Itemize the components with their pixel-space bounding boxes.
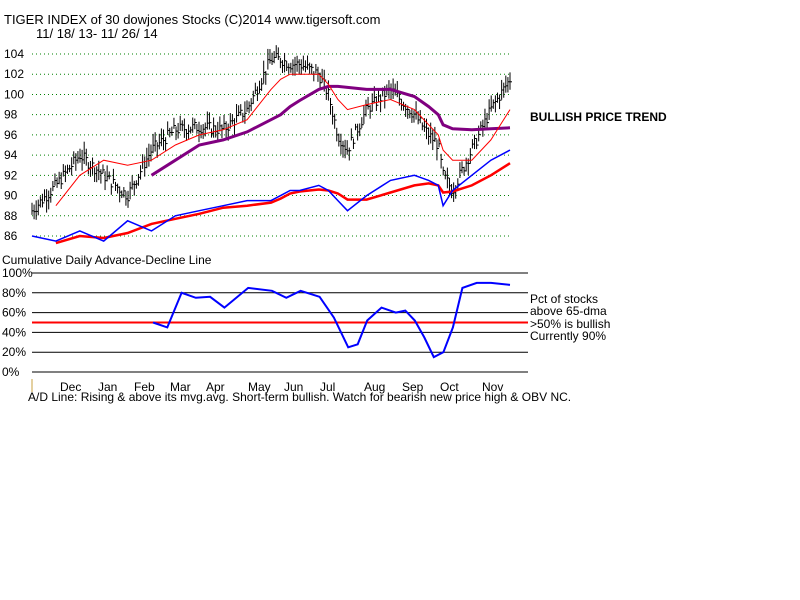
ad-line-label: Cumulative Daily Advance-Decline Line bbox=[2, 253, 212, 267]
pct-y-tick-label: 100% bbox=[2, 266, 33, 280]
pct-above-65dma-line bbox=[152, 281, 511, 359]
pct-y-tick-label: 0% bbox=[2, 365, 20, 379]
ad-line-moving-average bbox=[55, 162, 511, 245]
chart-title: TIGER INDEX of 30 dowjones Stocks (C)201… bbox=[4, 12, 380, 27]
pct-y-ticks: 0% 20% 40% 60% 80% 100% bbox=[2, 266, 33, 379]
pct-y-tick-label: 80% bbox=[2, 286, 26, 300]
advance-decline-line bbox=[31, 149, 511, 242]
month-tick-label: Aug bbox=[364, 380, 385, 394]
date-range: 11/ 18/ 13- 11/ 26/ 14 bbox=[36, 26, 158, 41]
month-tick-label: Sep bbox=[402, 380, 424, 394]
month-tick-label: May bbox=[248, 380, 271, 394]
footer-note: A/D Line: Rising & above its mvg.avg. Sh… bbox=[28, 390, 571, 404]
price-y-ticks: 86 88 90 92 94 96 98 100 102 104 bbox=[4, 47, 24, 243]
pct-note-line-2: above 65-dma bbox=[530, 304, 607, 318]
price-y-tick-label: 90 bbox=[4, 189, 18, 203]
price-y-tick-label: 96 bbox=[4, 128, 18, 142]
pct-note-line-3: >50% is bullish bbox=[530, 317, 610, 331]
month-tick-label: Nov bbox=[482, 380, 503, 394]
pct-note-line-1: Pct of stocks bbox=[530, 292, 598, 306]
price-y-tick-label: 94 bbox=[4, 148, 18, 162]
price-lines bbox=[31, 73, 511, 245]
month-tick-label: Oct bbox=[440, 380, 459, 394]
pct-lines bbox=[152, 281, 511, 359]
price-y-tick-label: 100 bbox=[4, 87, 24, 101]
price-y-tick-label: 86 bbox=[4, 229, 18, 243]
month-tick-label: Mar bbox=[170, 380, 191, 394]
month-ticks: Dec Jan Feb Mar Apr May Jun Jul Aug Sep Oct Nov bbox=[31, 379, 503, 394]
month-tick-label: Jan bbox=[98, 380, 117, 394]
month-tick-label: Feb bbox=[134, 380, 155, 394]
price-y-tick-label: 88 bbox=[4, 209, 18, 223]
pct-y-tick-label: 20% bbox=[2, 345, 26, 359]
price-y-tick-label: 102 bbox=[4, 67, 24, 81]
short-moving-average-line bbox=[55, 73, 511, 207]
month-tick-label: Jun bbox=[284, 380, 303, 394]
pct-y-tick-label: 60% bbox=[2, 306, 26, 320]
pct-grid bbox=[32, 272, 528, 373]
price-bars bbox=[31, 45, 512, 220]
pct-y-tick-label: 40% bbox=[2, 325, 26, 339]
month-tick-label: Jul bbox=[320, 380, 335, 394]
price-y-tick-label: 104 bbox=[4, 47, 24, 61]
month-tick-label: Dec bbox=[60, 380, 81, 394]
bullish-trend-label: BULLISH PRICE TREND bbox=[530, 110, 667, 124]
price-y-tick-label: 98 bbox=[4, 108, 18, 122]
price-y-tick-label: 92 bbox=[4, 168, 18, 182]
month-tick-label: Apr bbox=[206, 380, 225, 394]
long-moving-average-line bbox=[150, 84, 511, 177]
pct-note-line-4: Currently 90% bbox=[530, 329, 606, 343]
